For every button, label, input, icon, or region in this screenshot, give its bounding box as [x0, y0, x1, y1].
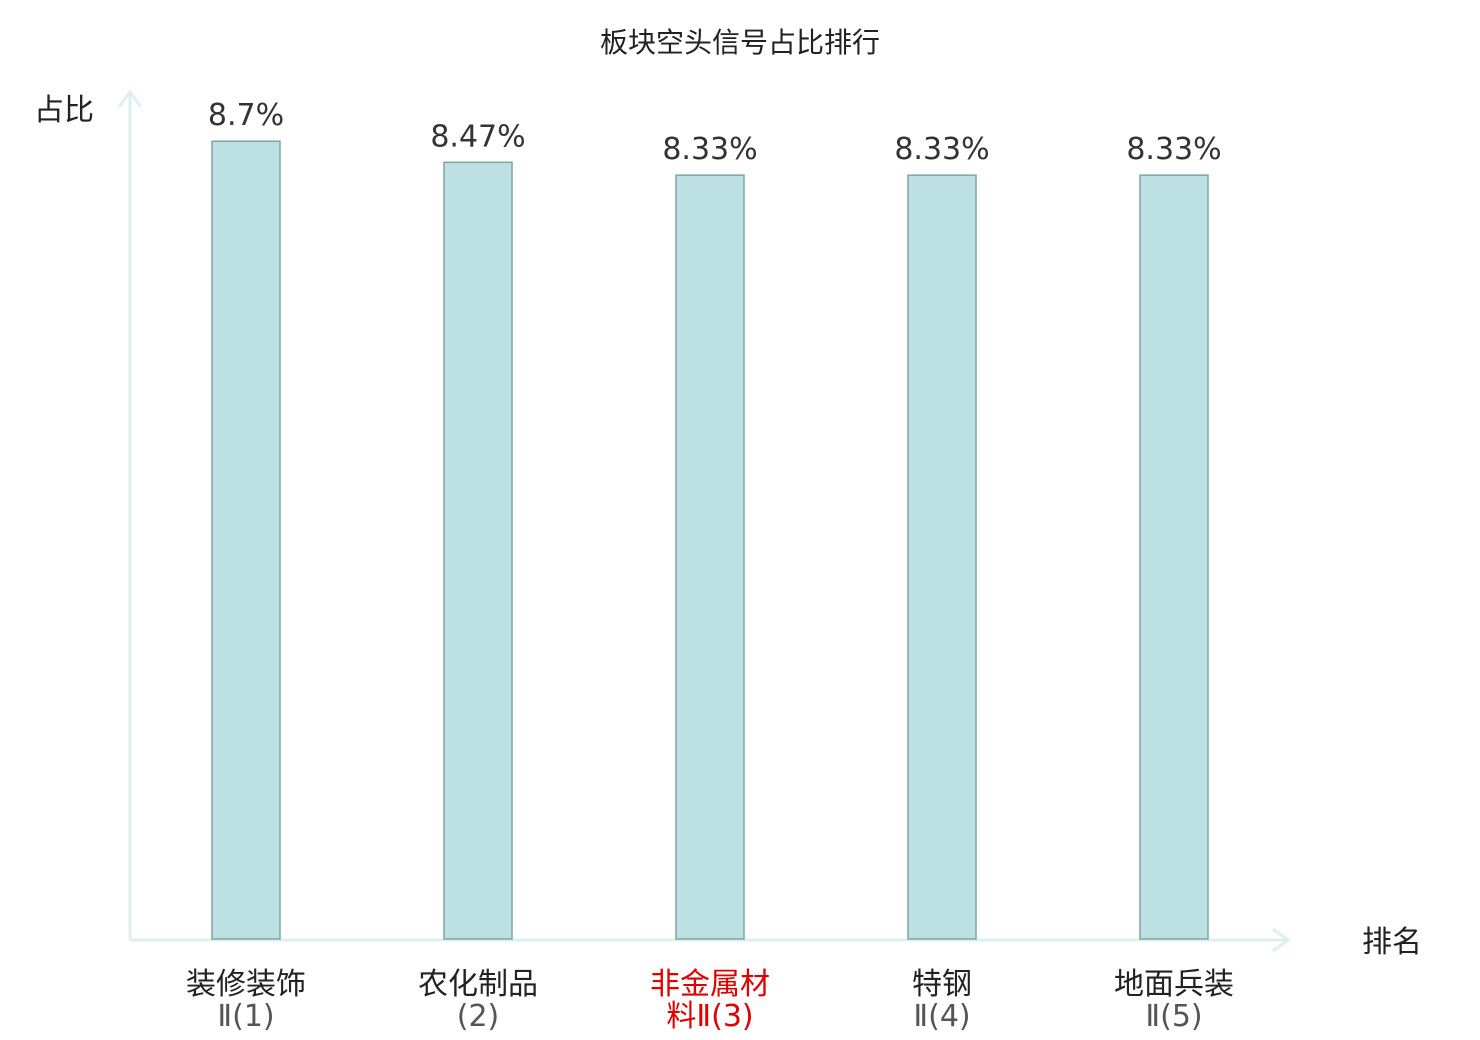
chart-title: 板块空头信号占比排行 — [600, 26, 880, 59]
x-axis-arrow — [1272, 927, 1291, 953]
value-label-5: 8.33% — [1126, 132, 1221, 167]
value-label-3: 8.33% — [662, 132, 757, 167]
category-label-2: 农化制品(2) — [418, 967, 538, 1034]
bar-4 — [907, 174, 977, 940]
bar-2 — [443, 161, 513, 940]
y-axis-label: 占比 — [34, 93, 94, 128]
category-label-4: 特钢 Ⅱ(4) — [912, 967, 972, 1034]
value-labels: 8.7% 8.47% 8.33% 8.33% 8.33% — [208, 98, 1222, 167]
category-label-1: 装修装饰 Ⅱ(1) — [186, 967, 306, 1034]
y-axis — [117, 89, 143, 940]
bar-1 — [211, 140, 281, 940]
y-axis-arrow — [117, 89, 143, 108]
value-label-1: 8.7% — [208, 98, 284, 133]
bar-3 — [675, 174, 745, 940]
bars — [211, 140, 1209, 940]
category-label-5: 地面兵装 Ⅱ(5) — [1114, 967, 1234, 1034]
category-labels: 装修装饰 Ⅱ(1) 农化制品(2) 非金属材料Ⅱ(3) 特钢 Ⅱ(4) 地面兵装 Ⅱ(5) — [186, 967, 1234, 1034]
value-label-2: 8.47% — [430, 119, 525, 154]
x-axis-label: 排名 — [1362, 925, 1422, 960]
bar-5 — [1139, 174, 1209, 940]
x-axis — [130, 927, 1291, 953]
value-label-4: 8.33% — [894, 132, 989, 167]
category-label-3: 非金属材料Ⅱ(3) — [650, 967, 770, 1034]
